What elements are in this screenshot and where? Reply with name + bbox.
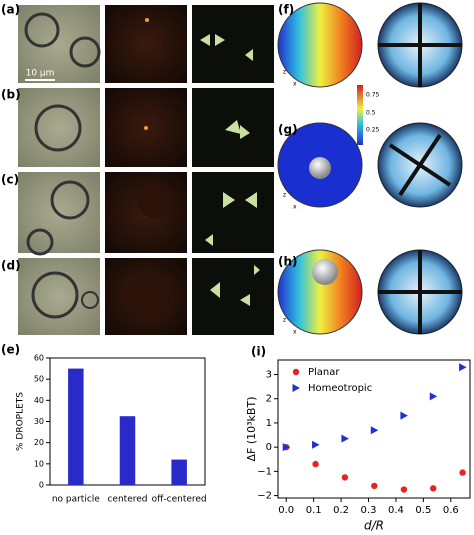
axis-label: z: [283, 192, 286, 199]
y-tick-label: 10: [34, 459, 44, 468]
x-tick-label: 0.5: [415, 505, 431, 516]
y-tick-label: −1: [257, 466, 272, 477]
panel-label: (d): [1, 259, 21, 273]
panel-label: (f): [278, 3, 294, 17]
point: [459, 469, 466, 476]
y-tick-label: 1: [266, 418, 272, 429]
legend-marker: [292, 384, 300, 392]
panel-label: (a): [1, 3, 20, 17]
micrographs: 10 μm: [18, 5, 274, 335]
y-axis-label: % DROPLETS: [16, 392, 26, 451]
x-tick-label: 0.0: [278, 505, 294, 516]
axis-label: x: [293, 329, 297, 336]
x-tick-label: centered: [107, 495, 147, 505]
colorbar: [357, 85, 363, 145]
legend-label: Planar: [308, 367, 340, 378]
point: [430, 485, 437, 492]
panel-label: (c): [1, 173, 19, 187]
y-tick-label: 30: [34, 417, 44, 426]
y-tick-label: 0: [266, 442, 272, 453]
director-field: [277, 2, 363, 88]
panel-label: (h): [278, 255, 298, 269]
x-tick-label: 0.1: [306, 505, 322, 516]
bar: [68, 368, 84, 485]
point: [282, 443, 291, 452]
point: [371, 482, 378, 490]
x-axis-label: d/R: [364, 519, 384, 533]
bar: [119, 416, 136, 485]
plot-frame: [277, 359, 471, 499]
y-tick-label: 50: [34, 375, 44, 384]
y-tick-label: 40: [34, 396, 44, 405]
point: [459, 363, 467, 372]
bar: [171, 459, 187, 485]
panel-label: (b): [1, 88, 21, 102]
point: [400, 486, 408, 493]
y-tick-label: 3: [266, 370, 272, 381]
polarized: [192, 5, 274, 83]
axis-label: x: [293, 81, 297, 88]
y-axis-label: ΔF (10³kBT): [245, 397, 258, 462]
point: [312, 460, 319, 468]
axis-label: z: [283, 69, 286, 76]
scale-bar-label: 10 μm: [26, 69, 55, 79]
point: [341, 434, 349, 443]
colorbar-label: 0.75: [366, 92, 380, 99]
x-tick-label: no particle: [52, 495, 100, 505]
y-tick-label: 0: [39, 481, 44, 490]
point: [312, 440, 320, 449]
point: [400, 411, 408, 420]
legend-marker: [292, 368, 300, 376]
axis-label: x: [293, 204, 297, 211]
y-tick-label: 60: [34, 354, 44, 363]
fluorescence: [105, 5, 187, 83]
x-tick-label: off-centered: [152, 495, 207, 505]
panel-label: (g): [278, 123, 298, 137]
colorbar-label: 0.5: [366, 110, 376, 117]
axis-label: z: [283, 317, 286, 324]
colorbar-label: 0.25: [366, 127, 380, 134]
y-tick-label: −2: [257, 491, 272, 502]
y-tick-label: 2: [266, 394, 272, 405]
legend-label: Homeotropic: [308, 383, 372, 394]
panel-label: (i): [251, 345, 266, 359]
point: [341, 474, 349, 481]
x-tick-label: 0.3: [361, 505, 377, 516]
x-tick-label: 0.4: [388, 505, 404, 516]
x-tick-label: 0.2: [333, 505, 349, 516]
panel-label: (e): [1, 343, 20, 357]
point: [429, 392, 438, 401]
point: [370, 426, 379, 435]
y-tick-label: 20: [34, 438, 44, 447]
x-tick-label: 0.6: [443, 505, 459, 516]
simulations: 0.75 0.5 0.25 z x z x z x: [277, 2, 463, 336]
